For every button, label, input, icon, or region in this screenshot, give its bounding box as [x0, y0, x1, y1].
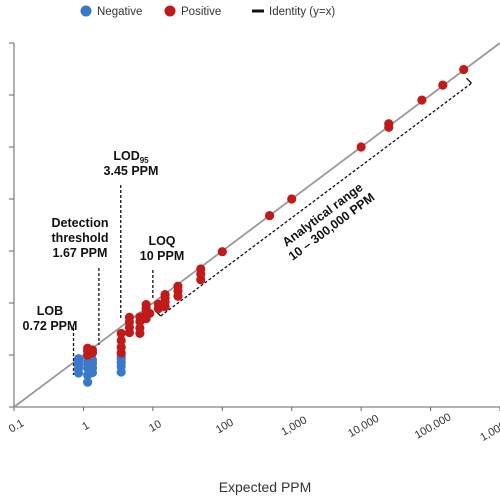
annotation-label: LOD95 — [113, 149, 149, 165]
x-tick-label: 10 — [147, 418, 164, 435]
legend-label: Negative — [97, 6, 142, 18]
positive-point — [135, 323, 145, 333]
positive-point — [124, 312, 135, 322]
positive-point — [116, 342, 126, 353]
positive-point — [287, 194, 297, 204]
annotation-label: Detection — [52, 216, 109, 230]
annotation-label: 1.67 PPM — [53, 246, 108, 260]
positive-point — [438, 80, 448, 90]
legend-marker — [164, 5, 176, 17]
negative-point — [73, 354, 84, 364]
legend-label: Positive — [181, 6, 221, 18]
positive-point — [384, 119, 394, 129]
x-tick-label: 1,000,000 — [478, 409, 500, 444]
data-points — [73, 64, 469, 387]
negative-point — [83, 377, 93, 387]
x-tick-label: 100,000 — [413, 411, 453, 441]
positive-point — [417, 95, 427, 105]
x-tick-label: 100 — [214, 417, 236, 437]
positive-point — [217, 247, 227, 257]
x-axis-label: Expected PPM — [219, 479, 312, 495]
legend-label: Identity (y=x) — [269, 6, 335, 18]
legend: Negative Positive Identity (y=x) — [80, 5, 335, 18]
x-tick-label: 10,000 — [346, 413, 381, 440]
legend-marker — [80, 5, 92, 17]
annotation-label: 3.45 PPM — [104, 164, 159, 178]
positive-point — [173, 281, 183, 291]
annotation-subscript: 95 — [140, 156, 149, 165]
annotation-label: 0.72 PPM — [23, 319, 78, 333]
x-tick-label: 1 — [80, 420, 91, 433]
positive-point — [160, 290, 170, 300]
positive-point — [116, 335, 126, 346]
annotation-label: threshold — [52, 231, 109, 245]
annotation-label: 10 PPM — [140, 249, 184, 263]
analytical-range-cap — [466, 77, 472, 84]
annotation-lines — [72, 77, 472, 375]
positive-point — [264, 210, 275, 221]
positive-point — [116, 328, 126, 339]
positive-point — [196, 264, 206, 274]
annotation-label: LOQ — [148, 234, 175, 248]
positive-point — [145, 308, 155, 319]
x-tick-label: 1,000 — [279, 414, 309, 438]
positive-point — [356, 142, 366, 152]
x-tick-label: 0.1 — [7, 417, 26, 435]
positive-point — [141, 300, 151, 310]
annotation-label: LOB — [37, 304, 63, 318]
positive-point — [87, 345, 98, 355]
analytical-range-line — [160, 82, 472, 317]
positive-point — [459, 64, 469, 75]
